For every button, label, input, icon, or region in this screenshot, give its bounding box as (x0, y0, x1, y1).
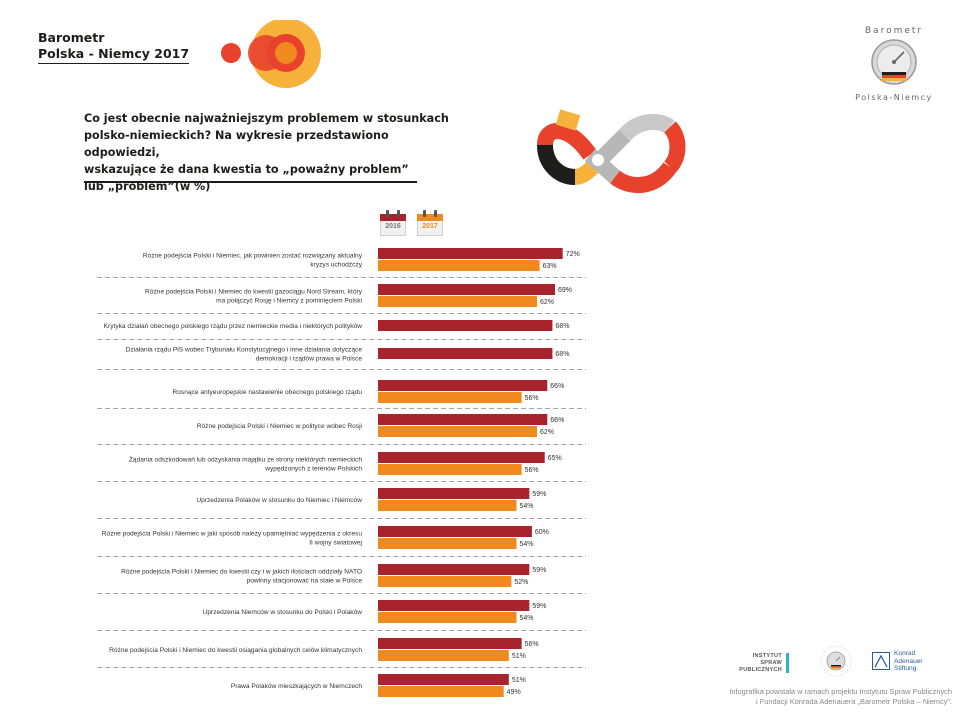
kas-logo-line-2: Adenauer (894, 657, 923, 665)
category-label: Uprzedzenia Polaków w stosunku do Niemie… (196, 497, 362, 504)
bar-2016 (378, 414, 548, 425)
category-label: Żądania odszkodowań lub odzyskania mająt… (129, 455, 362, 464)
barometer-small-seal-icon (820, 645, 852, 677)
value-label-2017: 56% (525, 467, 539, 474)
bar-2017 (378, 538, 517, 549)
legend-2016: 2016 (380, 210, 406, 236)
category-label-line-2: demokracji i rządów prawa w Polsce (256, 356, 363, 363)
category-label: Krytyka działań obecnego polskiego rządu… (104, 323, 363, 330)
svg-text:Barometr: Barometr (865, 26, 923, 36)
question-line-2: polsko-niemieckich? Na wykresie przedsta… (84, 129, 389, 159)
legend-2017: 2017 (417, 210, 443, 236)
footer-note: Infografika powstała w ramach projektu I… (690, 687, 952, 707)
decorative-circles-icon (221, 20, 321, 88)
category-label: Różne podejścia Polski i Niemiec w polit… (197, 423, 363, 430)
category-label: Rosnące antyeuropejskie nastawienie obec… (172, 389, 362, 396)
chart-question-title: Co jest obecnie najważniejszym problemem… (84, 110, 454, 195)
value-label-2016: 69% (558, 287, 572, 294)
bar-2016 (378, 526, 532, 537)
bar-2016 (378, 638, 522, 649)
question-line-1: Co jest obecnie najważniejszym problemem… (84, 112, 449, 125)
bar-2016 (378, 348, 553, 359)
isp-logo-line-1: INSTYTUT SPRAW (752, 653, 782, 666)
category-label: Różne podejścia Polski i Niemiec w jaki … (102, 531, 363, 538)
value-label-2017: 62% (540, 299, 554, 306)
value-label-2016: 72% (566, 251, 580, 258)
footer-line-1: Infografika powstała w ramach projektu I… (729, 687, 952, 696)
category-label: Prawa Polaków mieszkających w Niemczech (231, 683, 363, 690)
value-label-2017: 51% (512, 653, 526, 660)
value-label-2016: 60% (535, 529, 549, 536)
bar-2016 (378, 564, 530, 575)
isp-logo-line-2: PUBLICZNYCH (739, 667, 782, 673)
bar-2017 (378, 426, 538, 437)
bar-2016 (378, 600, 530, 611)
value-label-2016: 59% (532, 603, 546, 610)
puzzle-infinity-icon (537, 109, 686, 193)
category-label-line-2: kryzys uchodźczy (310, 262, 362, 269)
category-label: Uprzedzenia Niemców w stosunku do Polski… (203, 609, 363, 616)
brand-line-1: Barometr (38, 30, 105, 45)
footer-line-2: i Fundacji Konrada Adenauera „Barometr P… (756, 697, 952, 706)
category-label: Różne podejścia Polski i Niemiec, jak po… (143, 253, 363, 260)
bar-2016 (378, 488, 530, 499)
brand-title: Barometr Polska - Niemcy 2017 (38, 30, 190, 64)
category-label-line-2: ma połączyć Rosję i Niemcy z pominięciem… (216, 298, 362, 305)
value-label-2017: 63% (543, 263, 557, 270)
value-label-2016: 66% (550, 417, 564, 424)
bar-2016 (378, 380, 548, 391)
bar-2017 (378, 612, 517, 623)
category-label: Różne podejścia Polski i Niemiec do kwes… (109, 647, 362, 654)
bar-2016 (378, 452, 545, 463)
category-label: Różne podejścia Polski i Niemiec do kwes… (121, 569, 362, 576)
value-label-2017: 54% (520, 541, 534, 548)
question-line-4: lub „problem”(w %) (84, 180, 211, 193)
value-label-2017: 54% (520, 503, 534, 510)
value-label-2016: 59% (532, 491, 546, 498)
value-label-2017: 56% (525, 395, 539, 402)
kas-logo-line-1: Konrad (894, 650, 916, 657)
bar-2016 (378, 320, 553, 331)
brand-line-2: Polska - Niemcy 2017 (38, 46, 190, 64)
value-label-2016: 68% (555, 323, 569, 330)
bar-2017 (378, 392, 522, 403)
value-label-2016: 56% (525, 641, 539, 648)
value-label-2017: 54% (520, 615, 534, 622)
bar-2017 (378, 686, 504, 697)
category-label-line-2: powinny stacjonować na stałe w Polsce (247, 578, 363, 585)
bar-2017 (378, 650, 509, 661)
value-label-2017: 49% (507, 689, 521, 696)
category-label: Różne podejścia Polski i Niemiec do kwes… (145, 289, 363, 296)
legend-2016-swatch (380, 214, 406, 221)
bar-2016 (378, 674, 509, 685)
category-label-line-2: II wojny światowej (309, 540, 362, 547)
value-label-2017: 52% (514, 579, 528, 586)
category-label-line-2: wypędzonych z terenów Polskich (264, 466, 362, 473)
bar-2017 (378, 260, 540, 271)
kas-logo-line-3: Stiftung (894, 665, 917, 672)
isp-logo: INSTYTUT SPRAW PUBLICZNYCH (734, 653, 789, 674)
legend-2017-label: 2017 (422, 223, 438, 230)
category-label: Działania rządu PiS wobec Trybunału Kons… (126, 347, 363, 354)
kas-logo-mark-icon (872, 652, 890, 670)
legend-2016-label: 2016 (385, 223, 401, 230)
value-label-2016: 65% (548, 455, 562, 462)
value-label-2016: 51% (512, 677, 526, 684)
svg-text:Polska-Niemcy: Polska-Niemcy (855, 93, 933, 102)
value-label-2017: 62% (540, 429, 554, 436)
barometer-seal-icon: Barometr Polska-Niemcy (855, 26, 933, 102)
bar-2017 (378, 500, 517, 511)
bar-2017 (378, 464, 522, 475)
bar-2017 (378, 296, 538, 307)
question-line-3: wskazujące że dana kwestia to „poważny p… (84, 163, 409, 176)
title-underline (84, 181, 417, 183)
value-label-2016: 66% (550, 383, 564, 390)
value-label-2016: 59% (532, 567, 546, 574)
bar-2017 (378, 576, 512, 587)
value-label-2016: 68% (555, 351, 569, 358)
bar-2016 (378, 248, 563, 259)
legend-2017-swatch (417, 214, 443, 221)
bar-2016 (378, 284, 555, 295)
